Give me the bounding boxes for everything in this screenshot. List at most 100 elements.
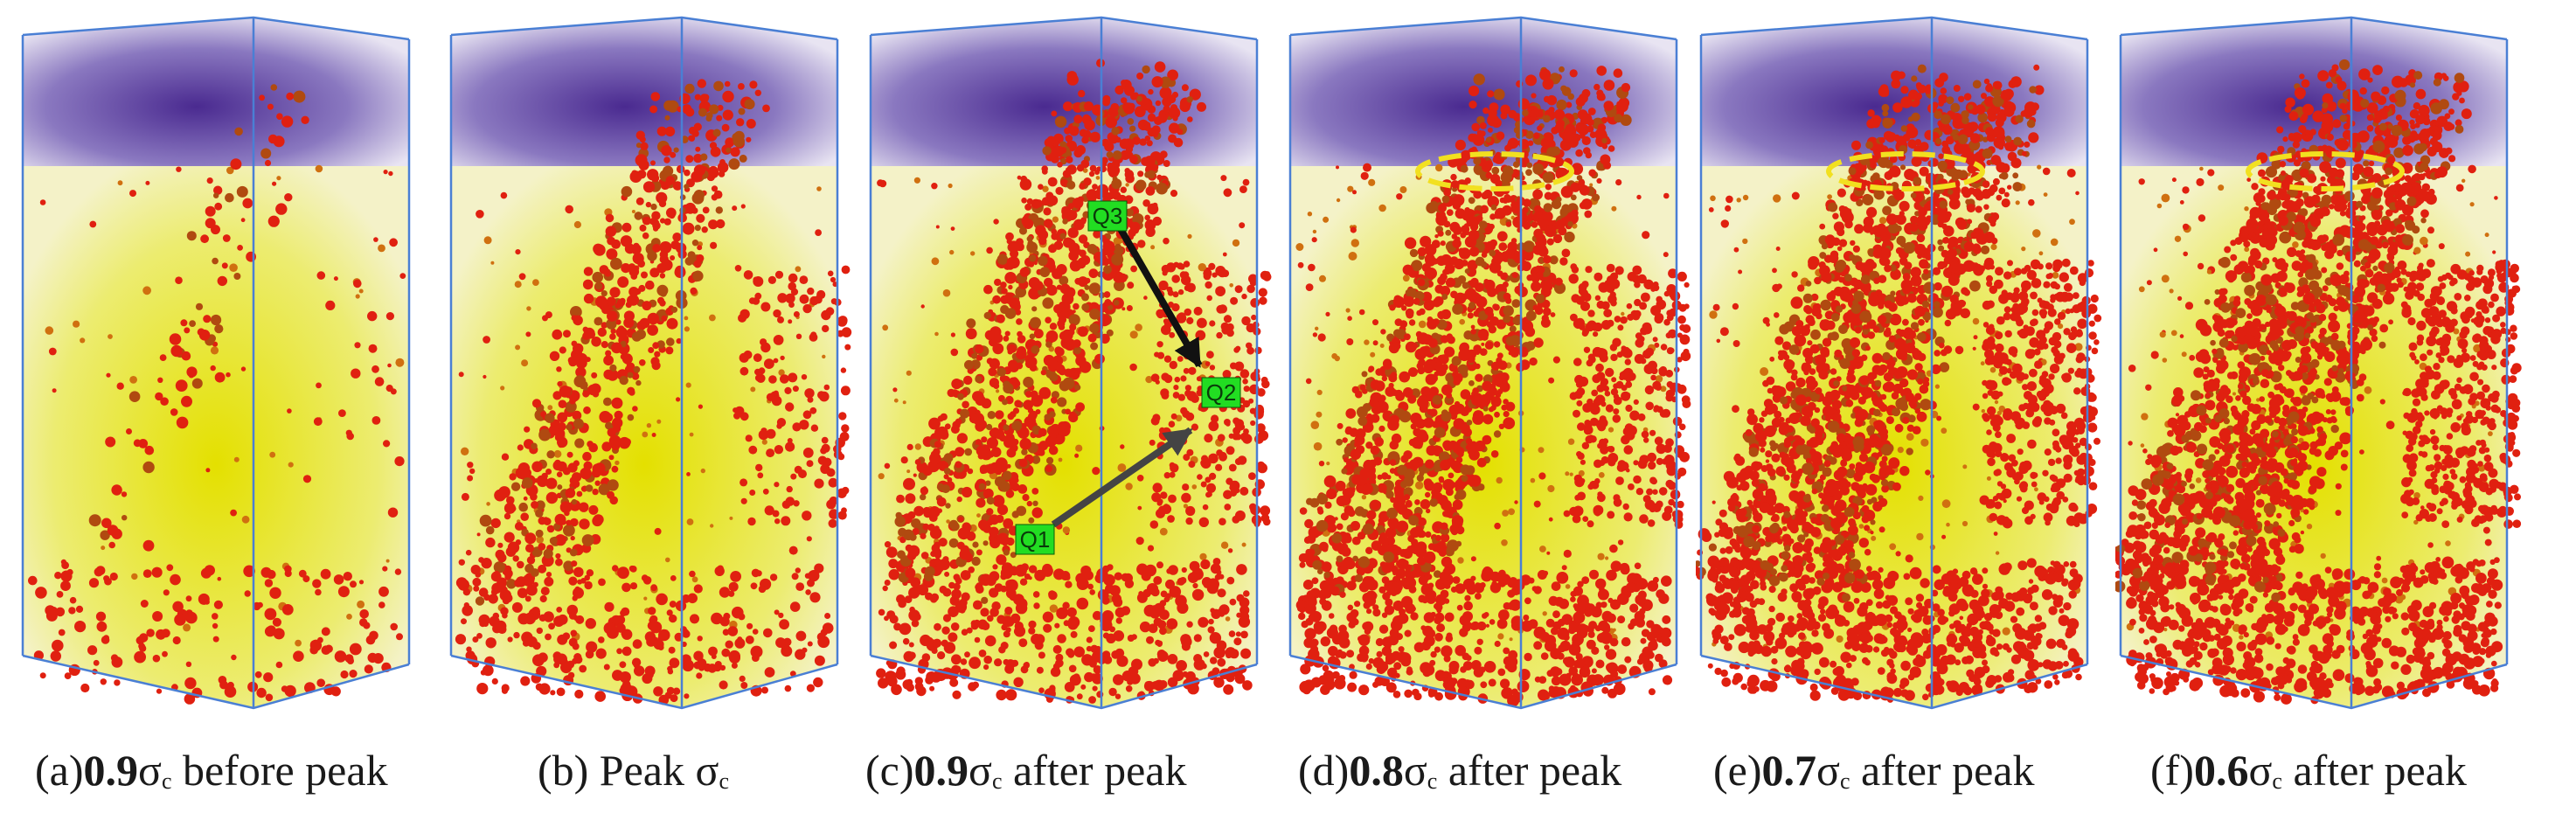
crack-particle [1484,341,1494,350]
crack-particle [1526,275,1533,281]
crack-particle [1535,294,1545,303]
crack-particle [340,670,349,679]
crack-particle [1295,243,1304,251]
crack-particle [784,685,792,692]
crack-particle [1103,241,1115,254]
crack-particle [791,573,799,580]
crack-particle [1100,333,1110,344]
crack-particle [1168,134,1177,143]
crack-particle [1169,360,1177,370]
crack-particle [1028,576,1032,580]
crack-particle [1410,570,1419,579]
crack-particle [906,370,912,376]
crack-particle [792,386,799,393]
crack-particle [645,280,655,290]
crack-particle [1496,618,1508,629]
crack-particle [476,683,489,695]
crack-particle [1150,163,1158,172]
crack-particle [967,468,974,475]
crack-particle [993,219,999,225]
crack-particle [1235,631,1241,637]
crack-particle [582,390,590,398]
crack-particle [1002,399,1008,406]
crack-particle [962,526,971,535]
crack-particle [1475,295,1488,309]
crack-particle [916,685,927,697]
crack-particle [1502,205,1512,216]
crack-particle [1029,333,1036,340]
crack-particle [559,501,573,513]
crack-particle [1561,248,1571,258]
crack-particle [605,350,612,357]
crack-particle [1070,630,1078,638]
crack-particle [751,568,760,578]
crack-particle [1167,677,1178,688]
crack-particle [1083,177,1092,186]
crack-particle [733,412,741,420]
crack-particle [1424,665,1433,674]
crack-particle [1443,655,1451,663]
crack-particle [795,582,805,591]
crack-particle [1434,632,1443,642]
crack-particle [1114,243,1121,251]
crack-particle [478,557,484,563]
crack-particle [1239,222,1246,229]
crack-particle [1552,356,1560,364]
crack-particle [69,596,77,604]
crack-particle [293,90,306,103]
crack-particle [281,115,294,128]
crack-particle [1205,281,1212,289]
crack-particle [1004,308,1017,319]
crack-particle [568,576,578,586]
crack-particle [1499,381,1510,393]
crack-particle [500,386,505,391]
crack-particle [959,607,966,614]
crack-particle [734,265,742,272]
crack-particle [1403,450,1413,460]
crack-particle [1064,286,1070,293]
crack-particle [1186,621,1193,628]
crack-particle [728,590,735,597]
crack-particle [634,212,643,220]
crack-particle [930,671,942,683]
crack-particle [686,472,691,476]
crack-particle [1405,499,1413,507]
crack-particle [1325,311,1330,316]
crack-particle [28,575,38,586]
crack-particle [989,537,1001,549]
crack-particle [236,185,248,198]
crack-particle [1482,406,1489,412]
crack-particle [254,671,262,678]
crack-particle [804,388,815,399]
crack-particle [1551,581,1561,591]
crack-particle [217,275,227,287]
crack-particle [1038,255,1048,267]
crack-particle [996,554,1007,566]
crack-particle [922,523,929,531]
crack-particle [1005,261,1015,270]
crack-particle [1088,282,1101,295]
crack-particle [1451,233,1458,240]
crack-particle [556,366,562,372]
crack-particle [316,678,326,687]
crack-particle [1308,526,1321,539]
crack-particle [1008,284,1013,290]
crack-particle [1343,556,1355,568]
crack-particle [1451,482,1457,488]
crack-particle [35,587,47,599]
crack-particle [622,629,631,638]
crack-particle [1111,127,1120,136]
crack-particle [1067,203,1074,210]
crack-particle [951,379,962,390]
crack-particle [321,627,330,636]
crack-particle [708,646,718,657]
crack-particle [579,518,590,530]
crack-particle [1068,242,1080,254]
crack-particle [1249,503,1257,511]
crack-particle [1154,351,1160,358]
crack-particle [566,660,575,669]
crack-particle [1527,131,1534,138]
crack-particle [1089,131,1101,142]
crack-particle [795,333,802,339]
crack-particle [1235,345,1241,351]
